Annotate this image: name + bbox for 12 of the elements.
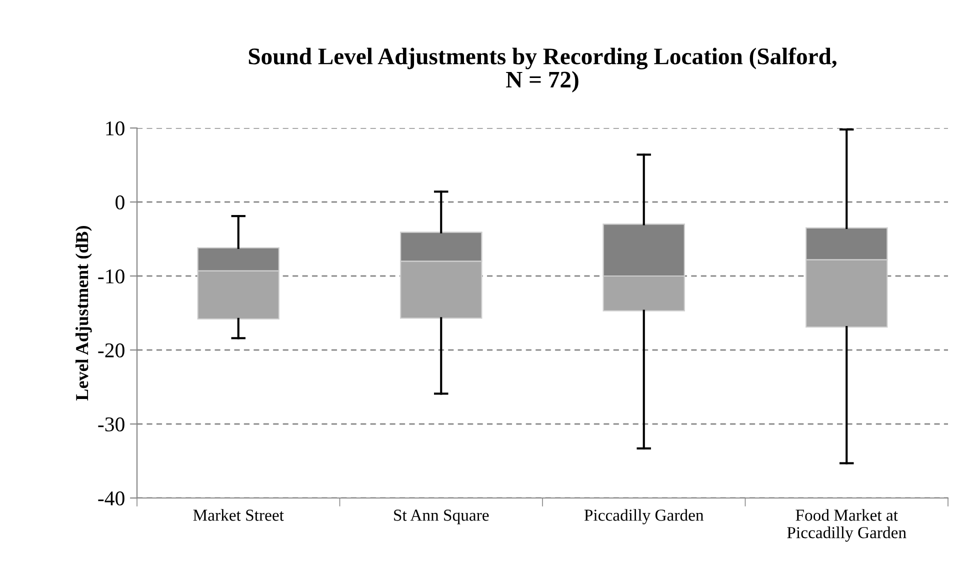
y-axis-title: Level Adjustment (dB) (75, 226, 92, 400)
y-tick-label: -20 (98, 343, 124, 358)
x-tick-label: Piccadilly Garden (584, 509, 704, 524)
x-tick-label: Food Market at Piccadilly Garden (787, 509, 906, 542)
y-tick-label: 10 (106, 121, 124, 136)
y-tick-label: 0 (116, 195, 124, 210)
y-tick-label: -10 (98, 269, 124, 284)
x-tick-label: Market Street (193, 509, 284, 521)
y-tick-label: -30 (98, 417, 124, 432)
chart-title: Sound Level Adjustments by Recording Location (Salford, N = 72) (248, 48, 836, 92)
x-tick-label: St Ann Square (394, 510, 489, 524)
y-tick-label: -40 (98, 491, 124, 506)
